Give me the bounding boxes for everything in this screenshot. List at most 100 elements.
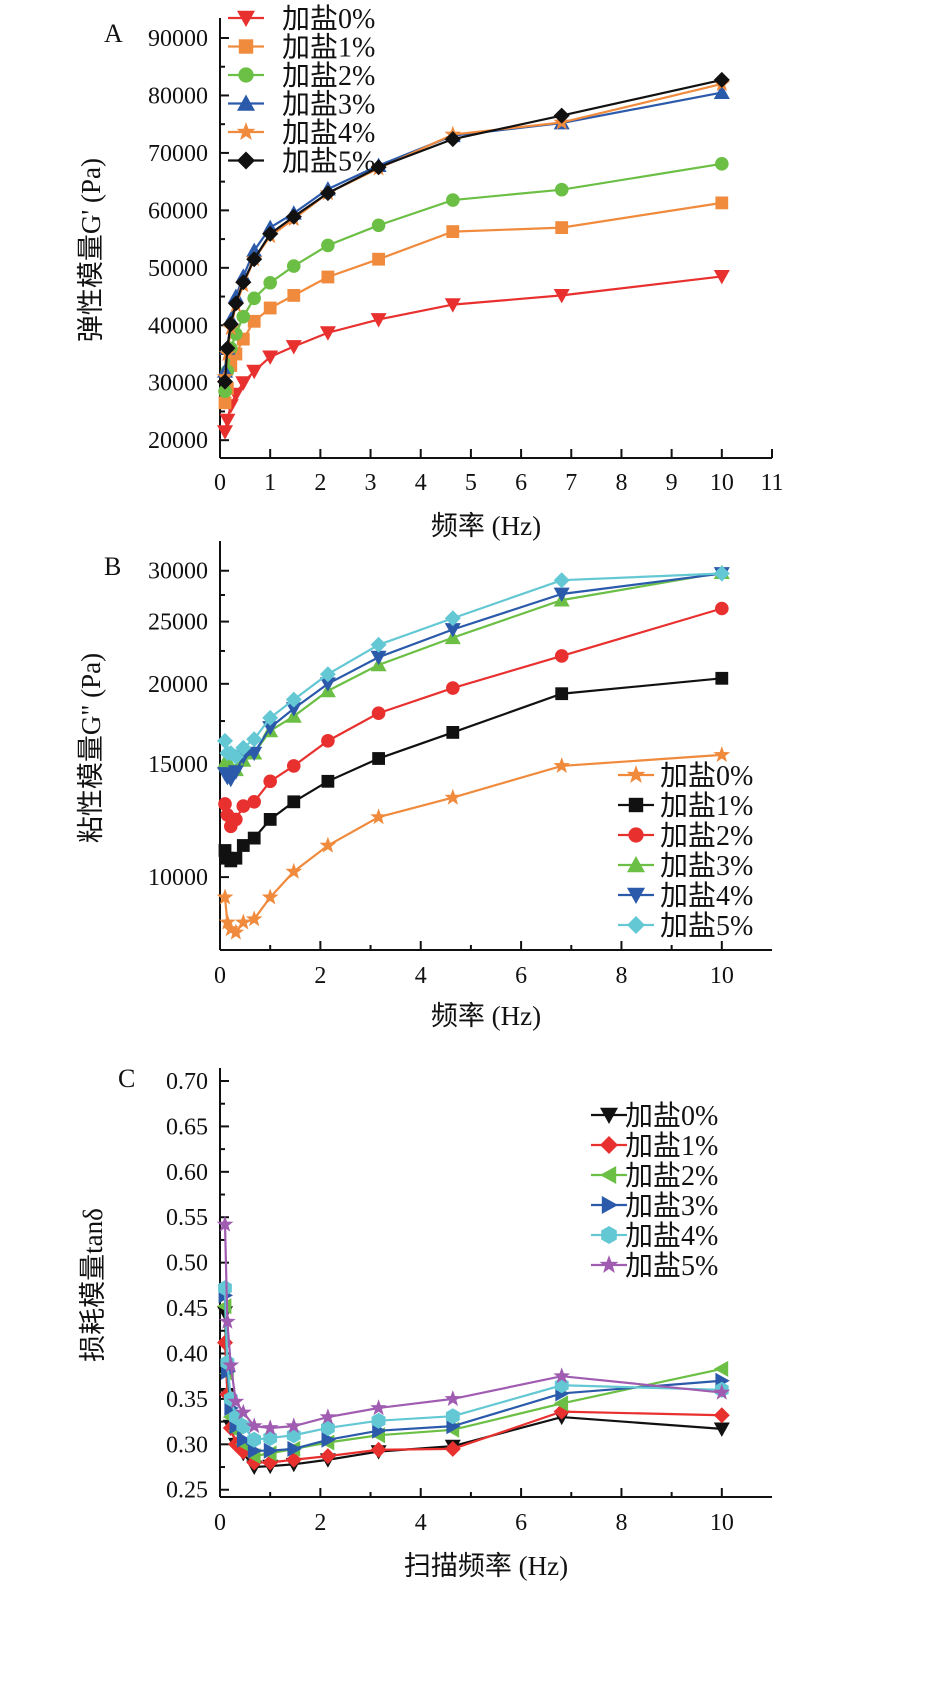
data-point — [218, 797, 232, 811]
data-point — [218, 396, 232, 410]
panel-label: A — [104, 19, 123, 48]
legend-label: 加盐5% — [282, 146, 375, 178]
chart-panel-B: 0 2 4 6 8 10 10000 15000 20000 25000 30000 B 频率 (Hz)… — [76, 541, 772, 1031]
panel-label: C — [118, 1064, 135, 1093]
data-point — [219, 1312, 236, 1329]
series-加盐1% — [218, 671, 729, 868]
legend-marker — [628, 797, 644, 813]
data-point — [246, 731, 263, 748]
legend-item: 加盐1% — [228, 32, 375, 64]
y-tick-label: 0.65 — [166, 1114, 208, 1140]
legend-marker — [628, 827, 644, 843]
data-point — [262, 709, 279, 726]
panel-label: B — [104, 552, 121, 581]
legend-item: 加盐0% — [618, 760, 753, 792]
series-line — [223, 607, 723, 829]
data-point — [263, 813, 277, 826]
legend-label: 加盐1% — [625, 1130, 718, 1162]
data-point — [247, 1431, 262, 1448]
data-point — [715, 157, 729, 171]
legend-item: 加盐0% — [228, 3, 375, 35]
legend-label: 加盐1% — [660, 790, 753, 822]
data-point — [319, 677, 336, 692]
data-point — [444, 1440, 461, 1457]
data-point — [444, 788, 462, 805]
data-point — [219, 413, 236, 429]
legend-marker — [601, 1196, 618, 1214]
data-point — [444, 1390, 462, 1406]
y-axis-label: 损耗模量tanδ — [78, 1208, 108, 1362]
legend-item: 加盐0% — [591, 1100, 718, 1132]
data-point — [372, 752, 385, 765]
data-point — [371, 218, 386, 233]
legend-item: 加盐3% — [618, 850, 753, 882]
legend-label: 加盐4% — [625, 1220, 718, 1252]
data-point — [222, 920, 240, 937]
data-point — [234, 913, 252, 930]
y-tick-label: 25000 — [148, 610, 208, 636]
data-point — [287, 1440, 302, 1457]
data-point — [370, 1399, 387, 1416]
legend-item: 加盐2% — [228, 60, 375, 92]
data-point — [285, 702, 302, 717]
data-point — [217, 373, 233, 390]
data-point — [286, 259, 301, 273]
data-point — [245, 1417, 263, 1434]
legend-label: 加盐3% — [660, 850, 753, 882]
data-point — [246, 251, 263, 268]
data-point — [446, 193, 460, 207]
data-point — [247, 314, 261, 328]
data-point — [553, 757, 571, 773]
data-point — [247, 831, 261, 845]
x-tick-label: 0 — [214, 963, 226, 989]
legend-label: 加盐5% — [660, 910, 753, 942]
y-tick-label: 0.55 — [166, 1205, 208, 1231]
chart-panel-A: 0 1 2 3 4 5 6 7 8 9 10 11 20000 30000 40000 50000 60000 7… — [76, 3, 784, 541]
series-加盐5% — [217, 565, 730, 765]
data-point — [285, 862, 303, 879]
data-point — [371, 1412, 386, 1429]
data-point — [236, 839, 250, 852]
y-tick-label: 0.50 — [166, 1251, 208, 1277]
data-point — [235, 739, 252, 756]
data-point — [285, 1417, 303, 1434]
data-point — [321, 1420, 335, 1436]
data-point — [713, 84, 730, 99]
data-point — [263, 1442, 279, 1459]
legend-item: 加盐2% — [618, 820, 753, 852]
data-point — [246, 1454, 263, 1471]
data-point — [713, 1407, 730, 1424]
legend-item: 加盐3% — [591, 1190, 718, 1222]
y-tick-label: 30000 — [148, 559, 208, 585]
data-point — [247, 291, 261, 306]
data-point — [321, 270, 335, 284]
legend-label: 加盐0% — [625, 1100, 718, 1132]
legend-label: 加盐5% — [625, 1250, 718, 1282]
y-tick-label: 90000 — [148, 26, 208, 52]
y-tick-label: 0.30 — [166, 1432, 208, 1458]
x-axis-label: 频率 (Hz) — [431, 1001, 541, 1031]
data-point — [227, 1392, 245, 1409]
data-point — [263, 1430, 278, 1446]
x-tick-label: 1 — [264, 470, 276, 496]
data-point — [227, 748, 244, 765]
y-tick-label: 0.45 — [166, 1296, 208, 1322]
data-point — [263, 275, 277, 290]
series-加盐4% — [217, 567, 730, 788]
legend-marker — [236, 122, 256, 140]
data-point — [321, 1431, 336, 1448]
data-point — [227, 765, 244, 780]
x-tick-label: 6 — [515, 963, 527, 989]
x-tick-label: 4 — [415, 963, 427, 989]
legend-marker — [237, 151, 255, 170]
x-tick-label: 10 — [710, 470, 734, 496]
legend-item: 加盐4% — [591, 1220, 718, 1252]
y-tick-label: 0.70 — [166, 1069, 208, 1095]
series-加盐5% — [216, 1215, 731, 1436]
legend-label: 加盐2% — [282, 60, 375, 92]
data-point — [218, 384, 232, 399]
series-加盐2% — [218, 157, 729, 399]
series-加盐5% — [217, 71, 730, 390]
legend-marker — [237, 10, 255, 28]
legend-label: 加盐0% — [660, 760, 753, 792]
